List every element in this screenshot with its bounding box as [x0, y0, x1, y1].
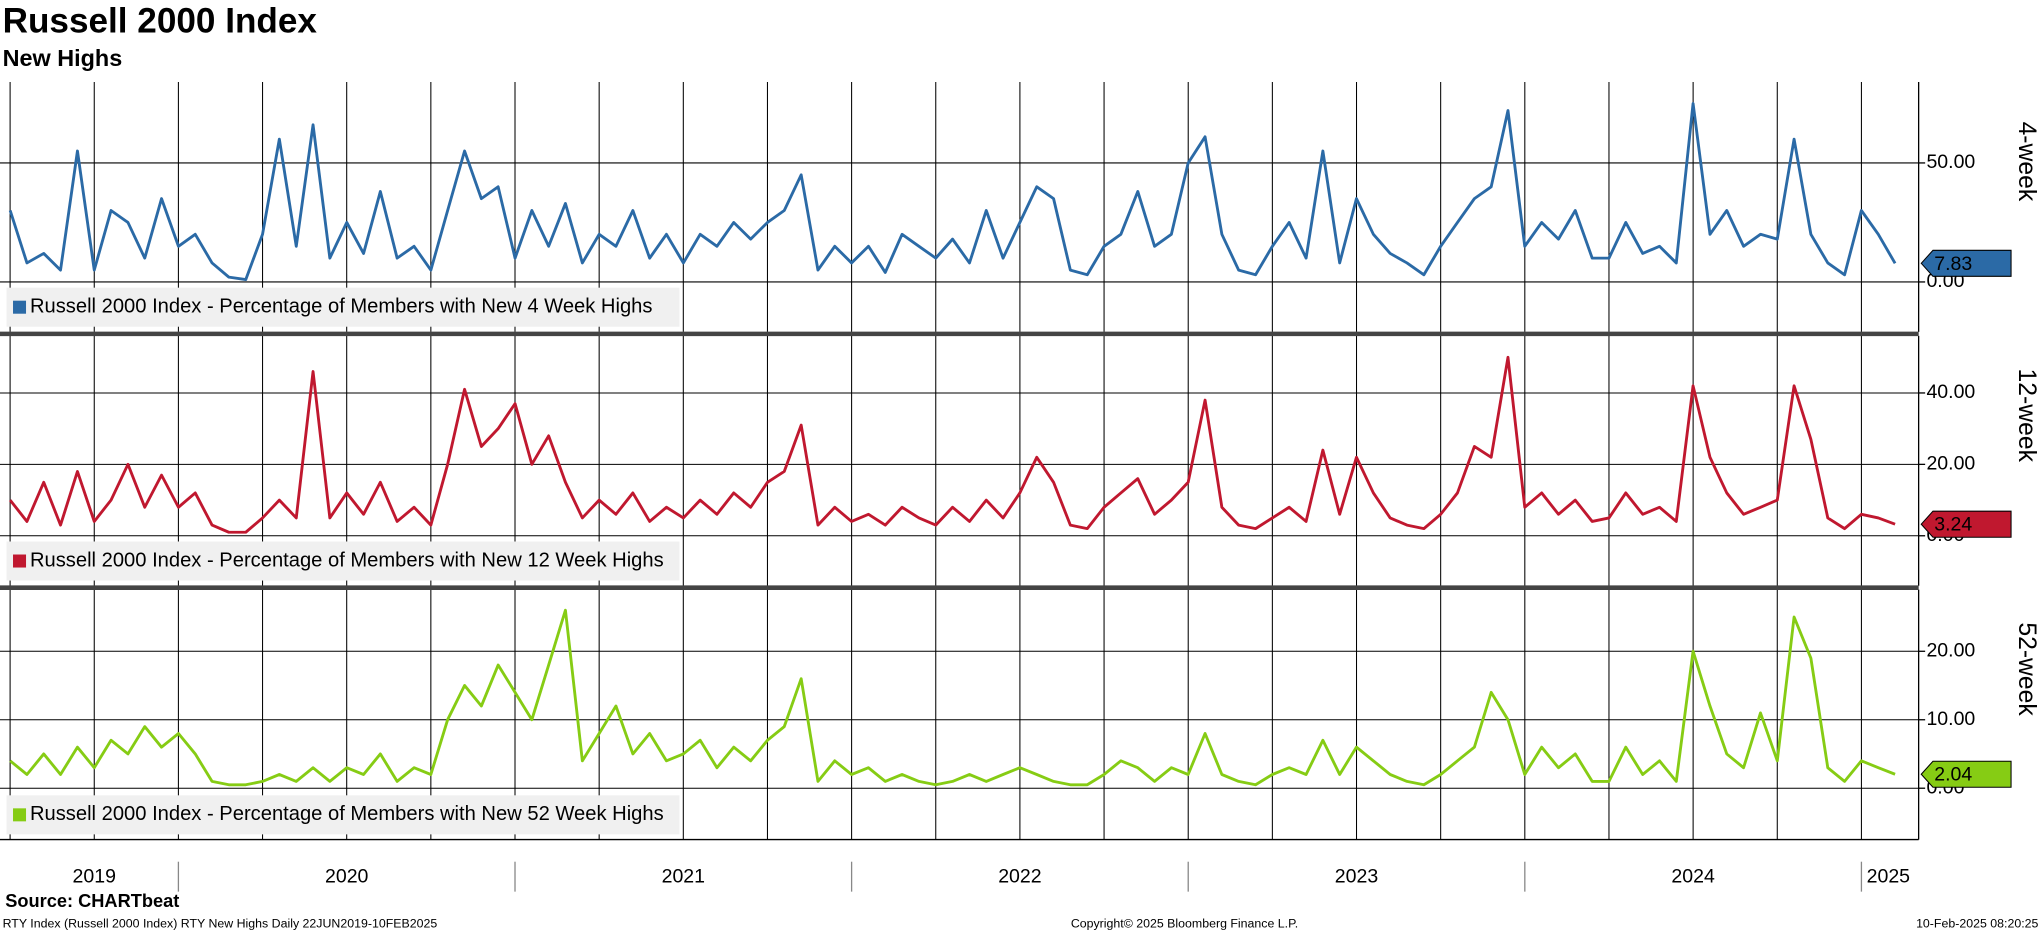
last-value-tag: [1920, 760, 2012, 788]
legend-swatch: [13, 554, 27, 568]
title: Russell 2000 Index: [3, 2, 318, 41]
data-line: [8, 102, 1897, 282]
y-tick-label: 40.00: [1926, 381, 1975, 403]
legend-label: Russell 2000 Index - Percentage of Membe…: [30, 296, 653, 318]
footer-center: Copyright© 2025 Bloomberg Finance L.P.: [1071, 916, 1298, 930]
x-tick-label: 2024: [1671, 865, 1715, 887]
last-value-label: 3.24: [1934, 514, 1972, 536]
x-tick-label: 2020: [325, 865, 369, 887]
legend-box: [6, 795, 680, 835]
legend-swatch: [13, 300, 27, 314]
last-value-tag: [1920, 249, 2012, 277]
footer-left: RTY Index (Russell 2000 Index) RTY New H…: [3, 916, 438, 930]
x-tick-label: 2025: [1867, 865, 1911, 887]
y-tick-label: 20.00: [1926, 639, 1975, 661]
x-tick-label: 2023: [1335, 865, 1378, 887]
subtitle: New Highs: [3, 45, 123, 71]
legend-box: [6, 541, 680, 581]
data-line: [9, 355, 1896, 534]
legend-box: [6, 287, 680, 327]
legend-swatch: [13, 808, 27, 822]
axis-title: 52-week: [2013, 622, 2040, 716]
x-tick-label: 2022: [998, 865, 1041, 887]
axis-title: 4-week: [2013, 122, 2040, 202]
axis-title: 12-week: [2013, 369, 2040, 463]
data-line: [9, 608, 1896, 787]
last-value-label: 7.83: [1934, 253, 1972, 275]
y-tick-label: 20.00: [1926, 453, 1975, 475]
last-value-tag: [1920, 510, 2012, 538]
last-value-label: 2.04: [1934, 764, 1972, 786]
legend-label: Russell 2000 Index - Percentage of Membe…: [30, 803, 664, 825]
source: Source: CHARTbeat: [5, 891, 179, 911]
y-tick-label: 10.00: [1926, 708, 1975, 730]
y-tick-label: 50.00: [1926, 151, 1975, 173]
footer-right: 10-Feb-2025 08:20:25: [1916, 916, 2038, 930]
x-tick-label: 2019: [73, 865, 116, 887]
legend-label: Russell 2000 Index - Percentage of Membe…: [30, 549, 664, 571]
x-tick-label: 2021: [662, 865, 705, 887]
